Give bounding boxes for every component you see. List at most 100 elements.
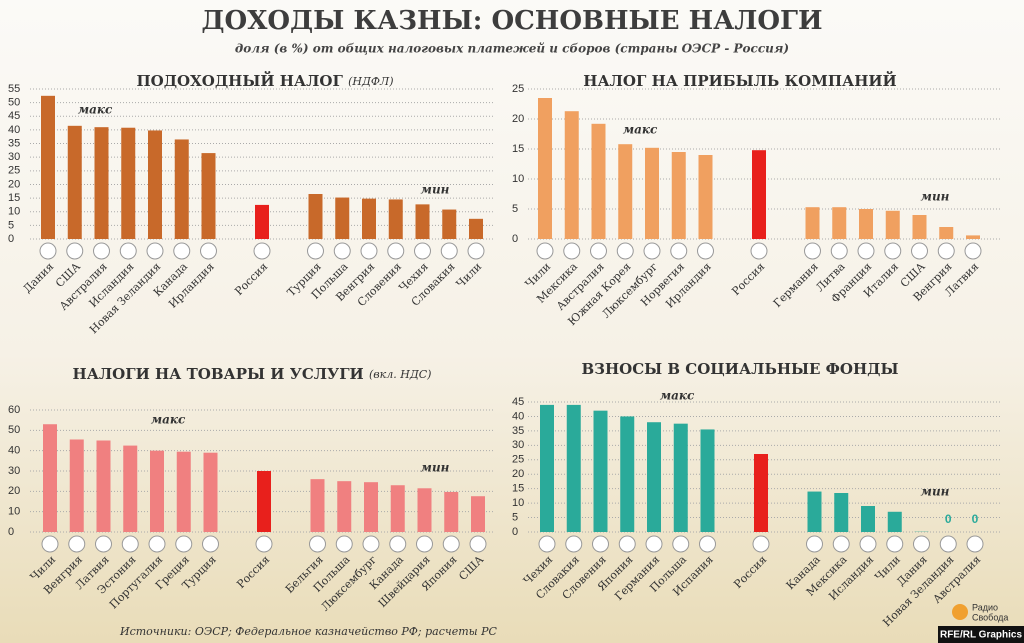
bar [469,218,483,239]
flag [309,535,326,553]
flag [333,242,351,260]
bar [176,451,191,532]
bar [174,139,189,239]
bar [912,215,927,239]
flag [832,535,850,553]
flag [939,535,957,553]
bar [754,454,768,532]
bar [807,491,822,532]
bar [444,491,459,532]
flag [592,535,609,553]
flag [39,242,57,260]
flag [173,242,191,260]
y-tick-label: 25 [8,165,20,177]
flag [618,535,636,553]
flag [911,242,928,260]
bar [123,445,138,532]
bar [673,423,688,532]
flag [440,242,458,260]
flag [146,242,164,260]
flag [389,535,407,553]
flag [830,242,848,260]
bar [337,481,352,532]
bar [471,496,485,532]
y-tick-label: 30 [8,151,20,163]
flag [362,535,380,553]
annotation: мин [421,461,450,475]
bar [148,130,162,239]
flag [857,242,875,260]
flag [697,242,714,260]
flag [886,535,904,553]
y-tick-label: 30 [512,439,524,451]
bar [310,479,325,532]
y-tick-label: 5 [512,203,518,215]
flag [253,242,271,260]
flag [202,535,219,553]
y-tick-label: 40 [8,124,20,136]
bar [69,439,84,532]
panel-title: ПОДОХОДНЫЙ НАЛОГ (НДФЛ) [136,71,393,90]
flag [41,535,59,553]
y-tick-label: 10 [8,206,20,218]
panel-title-note: (вкл. НДС) [369,368,432,381]
flag [859,535,877,553]
flag [307,242,324,260]
bar [647,422,661,532]
annotation: макс [78,103,113,117]
flag [699,535,716,553]
bar [887,511,902,532]
y-tick-label: 60 [8,404,20,416]
flag [68,535,86,553]
bar [752,150,766,239]
bar [591,123,606,239]
flag [672,535,690,553]
flag [884,242,902,260]
bar [700,429,715,532]
flag [200,242,217,260]
bar [417,488,432,532]
y-tick-label: 10 [512,497,524,509]
bar [645,147,659,239]
bar [618,144,633,239]
bar [861,506,875,532]
flag [387,242,405,260]
panel-title-text: ВЗНОСЫ В СОЦИАЛЬНЫЕ ФОНДЫ [581,360,898,378]
bar [255,204,269,239]
y-tick-label: 15 [512,483,524,495]
y-tick-label: 30 [8,465,20,477]
flag [616,242,634,260]
y-tick-label: 0 [512,526,518,538]
flag [469,535,487,553]
panel-title: НАЛОГ НА ПРИБЫЛЬ КОМПАНИЙ [583,71,896,90]
y-tick-label: 5 [512,511,518,523]
bar [540,404,554,532]
y-tick-label: 25 [512,454,524,466]
flag [467,242,485,260]
bar [442,209,457,239]
flag [966,535,984,553]
value-label: 0 [945,512,952,526]
flag [670,242,688,260]
bar [67,125,82,239]
logo-text: Свобода [972,612,1008,622]
subtitle: доля (в %) от общих налоговых платежей и… [235,42,789,56]
bar [94,127,109,239]
y-tick-label: 50 [8,97,20,109]
y-tick-label: 20 [8,485,20,497]
flag [643,242,661,260]
value-label: 0 [972,512,979,526]
bar [415,204,430,239]
y-tick-label: 20 [512,113,524,125]
logo-text: Радио [972,602,998,612]
y-tick-label: 35 [512,425,524,437]
bar [939,227,954,239]
flag [442,535,460,553]
flag [255,535,273,553]
flag [913,535,930,553]
bar [257,471,271,532]
flag [645,535,663,553]
y-tick-label: 45 [8,110,20,122]
bar [364,482,378,532]
annotation: мин [421,183,450,197]
